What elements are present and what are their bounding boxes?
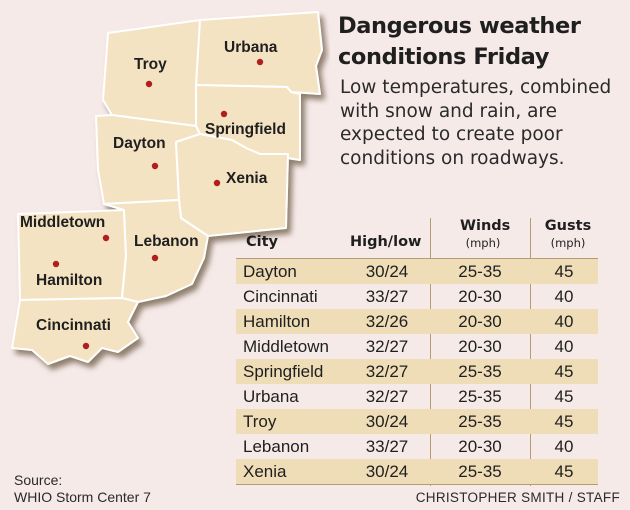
header-gusts-label: Gusts [544, 218, 592, 234]
city-dot-xenia [213, 179, 221, 187]
city-dot-urbana [256, 58, 264, 66]
cell-winds: 25-35 [458, 462, 502, 481]
cell-gusts: 40 [554, 287, 574, 306]
cell-highlow: 32/27 [365, 387, 409, 406]
cell-highlow: 32/27 [365, 337, 409, 356]
map-label-dayton: Dayton [113, 135, 166, 152]
cell-city: Xenia [243, 462, 287, 481]
column-rule-winds [430, 218, 431, 486]
cell-highlow: 30/24 [365, 412, 409, 431]
city-dot-cincinnati [82, 342, 90, 350]
city-dot-springfield [220, 110, 228, 118]
cell-gusts: 45 [554, 262, 574, 281]
cell-highlow: 32/26 [365, 312, 409, 331]
cell-highlow: 30/24 [365, 262, 409, 281]
table-row: Dayton 30/24 25-35 45 [236, 258, 598, 284]
credit-line: CHRISTOPHER SMITH / STAFF [415, 490, 620, 505]
map-label-hamilton: Hamilton [36, 272, 102, 289]
source-name: WHIO Storm Center 7 [14, 489, 151, 505]
table-row: Troy 30/24 25-35 45 [236, 409, 598, 434]
cell-city: Urbana [243, 387, 299, 406]
cell-winds: 25-35 [458, 412, 502, 431]
cell-city: Lebanon [243, 437, 310, 456]
source-note: Source: WHIO Storm Center 7 [14, 472, 151, 506]
cell-winds: 20-30 [458, 337, 502, 356]
table-body: Dayton 30/24 25-35 45 Cincinnati 33/27 2… [236, 258, 598, 485]
table-row: Lebanon 33/27 20-30 40 [236, 434, 598, 459]
cell-gusts: 40 [554, 437, 574, 456]
cell-city: Hamilton [243, 312, 311, 331]
map-label-lebanon: Lebanon [134, 233, 199, 250]
map-label-urbana: Urbana [224, 39, 278, 56]
table-row: Middletown 32/27 20-30 40 [236, 334, 598, 359]
county-troy [102, 19, 206, 127]
map-label-springfield: Springfield [205, 121, 286, 138]
cell-winds: 25-35 [458, 362, 502, 381]
city-dot-lebanon [151, 254, 159, 262]
header-winds: Winds (mph) [460, 218, 510, 250]
header-gusts: Gusts (mph) [544, 218, 592, 250]
map-label-middletown: Middletown [20, 214, 105, 231]
cell-winds: 20-30 [458, 312, 502, 331]
header-city: City [246, 234, 278, 250]
cell-highlow: 30/24 [365, 462, 409, 481]
map-label-xenia: Xenia [226, 170, 268, 187]
weather-table: City High/low Winds (mph) Gusts (mph) Da… [236, 214, 598, 486]
cell-winds: 25-35 [458, 387, 502, 406]
cell-winds: 20-30 [458, 287, 502, 306]
column-rule-gusts [530, 218, 531, 486]
header-winds-unit: (mph) [465, 236, 501, 250]
cell-city: Dayton [243, 262, 297, 281]
cell-winds: 20-30 [458, 437, 502, 456]
cell-gusts: 40 [554, 337, 574, 356]
cell-city: Troy [243, 412, 277, 431]
cell-gusts: 45 [554, 387, 574, 406]
header-gusts-unit: (mph) [550, 236, 586, 250]
cell-city: Springfield [243, 362, 324, 381]
table-row: Cincinnati 33/27 20-30 40 [236, 284, 598, 309]
header-highlow: High/low [350, 234, 422, 250]
source-label: Source: [14, 472, 63, 488]
cell-city: Cincinnati [243, 287, 318, 306]
cell-highlow: 33/27 [365, 437, 409, 456]
city-dot-hamilton [52, 260, 60, 268]
description: Low temperatures, combined with snow and… [340, 77, 612, 169]
city-dot-troy [145, 80, 153, 88]
cell-city: Middletown [243, 337, 329, 356]
map-label-cincinnati: Cincinnati [36, 317, 111, 334]
county-lebanon [103, 199, 209, 303]
cell-gusts: 45 [554, 362, 574, 381]
city-dot-dayton [151, 162, 159, 170]
cell-highlow: 33/27 [365, 287, 409, 306]
county-cincinnati [11, 297, 139, 365]
table-row: Hamilton 32/26 20-30 40 [236, 309, 598, 334]
map-label-troy: Troy [134, 56, 167, 73]
cell-gusts: 45 [554, 462, 574, 481]
cell-highlow: 32/27 [365, 362, 409, 381]
table-row: Springfield 32/27 25-35 45 [236, 359, 598, 384]
header-winds-label: Winds [460, 218, 511, 234]
table-header: City High/low Winds (mph) Gusts (mph) [236, 214, 598, 258]
cell-winds: 25-35 [458, 262, 502, 281]
county-map: Troy Urbana Dayton Springfield Xenia Mid… [11, 11, 323, 365]
cell-gusts: 45 [554, 412, 574, 431]
table-row: Xenia 30/24 25-35 45 [236, 459, 598, 485]
cell-gusts: 40 [554, 312, 574, 331]
headline: Dangerous weather conditions Friday [338, 13, 581, 70]
table-row: Urbana 32/27 25-35 45 [236, 384, 598, 409]
city-dot-middletown [102, 234, 110, 242]
